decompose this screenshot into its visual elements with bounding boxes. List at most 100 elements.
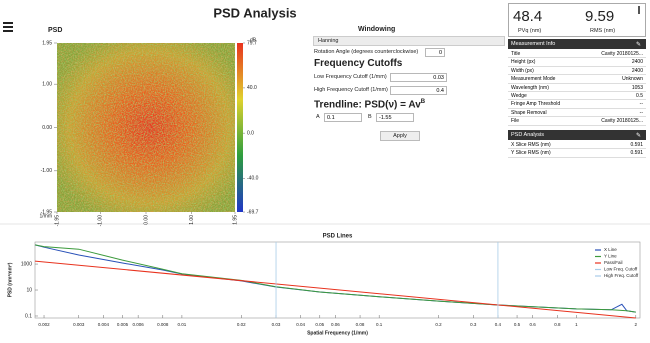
summary-box [508,3,646,37]
info-label: File [511,118,520,125]
y-tick-label: -1.00 [41,168,53,174]
x-tick-label: 0.2 [435,322,442,327]
x-tick-label: 0.00 [143,215,149,225]
high-cutoff-label: High Frequency Cutoff (1/mm) [314,87,388,93]
x-tick-label: 0.08 [356,322,365,327]
pv-label: PVq (nm) [518,28,542,34]
y-tick-label: 0.1 [25,313,32,319]
x-tick-label: 0.004 [98,322,110,327]
info-label: Y Slice RMS (nm) [511,150,551,157]
x-tick-label: 0.1 [376,322,383,327]
info-row: File Cavity 20180125... [508,117,646,126]
info-row: Title Cavity 20180125... [508,50,646,59]
heatmap-texture [57,43,235,212]
info-value: -- [639,101,643,108]
info-label: Fringe Amp Threshold [511,101,561,108]
windowing-title: Windowing [358,26,396,33]
info-row: Shape Removal -- [508,109,646,118]
plot-frame [34,241,641,319]
menu-icon[interactable] [3,22,13,32]
x-tick-label: 0.006 [133,322,145,327]
x-tick-label: 0.003 [73,322,85,327]
a-label: A [316,114,320,120]
x-tick-label: 0.03 [272,322,281,327]
info-row: Measurement Mode Unknown [508,75,646,84]
x-tick-label: 0.002 [38,322,50,327]
apply-button[interactable]: Apply [380,131,420,141]
edit-icon[interactable]: ✎ [636,133,642,139]
trendline-exponent: B [420,99,426,105]
x-tick-label: 0.4 [495,322,502,327]
trendline-formula: Trendline: PSD(ν) = Av [314,99,421,111]
x-tick-label: 1.00 [189,215,195,225]
info-row: Width (px) 2400 [508,67,646,76]
legend-label: Y Line [604,254,617,259]
info-row: Wavelength (nm) 1053 [508,84,646,92]
legend-label: Pass/Fail [604,260,623,265]
info-value: 0.591 [630,142,643,148]
info-row: Fringe Amp Threshold -- [508,100,646,109]
x-tick-label: 1 [575,322,578,327]
colorbar-label: dB [250,37,257,43]
high-cutoff-input[interactable]: 0.4 [390,86,447,95]
x-tick-label: -1.00 [98,215,104,227]
a-input[interactable]: 0.1 [324,113,362,122]
colorbar-tick-label: 79.7 [247,40,257,46]
info-label: Height (px) [511,59,536,66]
y-tick-label: -1.95 [41,209,53,215]
x-tick-label: 0.3 [470,322,477,327]
info-label: Wavelength (nm) [511,84,549,91]
x-tick-label: 0.06 [331,322,340,327]
legend-label: High Freq. Cutoff [604,273,639,278]
chart-title: PSD Lines [323,234,353,240]
x-tick-label: 0.6 [530,322,537,327]
menu-bar [3,22,13,24]
info-value: Unknown [622,76,643,83]
window-dropdown[interactable]: Hanning [313,36,505,46]
rms-value: 9.59 [585,8,615,25]
info-value: 1053 [631,84,643,91]
b-input[interactable]: -1.55 [376,113,414,122]
y-axis-label: PSD (nm²mm²) [7,262,13,297]
info-label: X Slice RMS (nm) [511,142,551,148]
x-tick-label: 2 [635,322,638,327]
colorbar-tick-label: 40.0 [247,85,257,91]
x-tick-label: 0.8 [554,322,561,327]
measurement-info-header: Measurement Info [508,39,646,49]
menu-bar [3,30,13,32]
pv-value: 48.4 [513,8,543,25]
x-axis-label: 1/mm [40,213,53,219]
trendline-title: Trendline: PSD(ν) = AvB [314,99,425,110]
psd-analysis-header: PSD Analysis [508,130,646,140]
y-tick-label: 1000 [21,261,32,267]
low-cutoff-label: Low Frequency Cutoff (1/mm) [314,74,387,80]
settings-icon[interactable] [638,6,640,14]
colorbar-tick-label: -40.0 [247,176,259,182]
info-row: Wedge 0.5 [508,92,646,101]
info-label: Shape Removal [511,109,547,116]
x-tick-label: 0.5 [514,322,521,327]
y-tick-label: 10 [26,287,32,293]
x-tick-label: 0.02 [237,322,246,327]
info-value: 0.591 [630,150,643,157]
info-row: Y Slice RMS (nm) 0.591 [508,149,646,158]
rms-label: RMS (nm) [590,28,616,34]
x-tick-label: 0.01 [178,322,187,327]
page-title: PSD Analysis [213,5,296,20]
x-axis-label: Spatial Frequency (1/mm) [307,330,368,336]
rotation-input[interactable]: 0 [425,48,445,57]
info-value: 2400 [631,59,643,66]
rotation-label: Rotation Angle (degrees counterclockwise… [314,49,419,55]
x-tick-label: 0.04 [296,322,305,327]
info-row: Height (px) 2400 [508,58,646,67]
cutoffs-title: Frequency Cutoffs [314,58,403,69]
low-cutoff-input[interactable]: 0.03 [390,73,447,82]
info-label: Title [511,51,521,57]
info-label: Wedge [511,93,527,99]
info-value: -- [639,109,643,116]
series-line [34,244,636,313]
info-label: Measurement Mode [511,76,556,83]
menu-bar [3,26,13,28]
colorbar-tick-label: -69.7 [247,209,259,215]
edit-icon[interactable]: ✎ [636,42,642,48]
